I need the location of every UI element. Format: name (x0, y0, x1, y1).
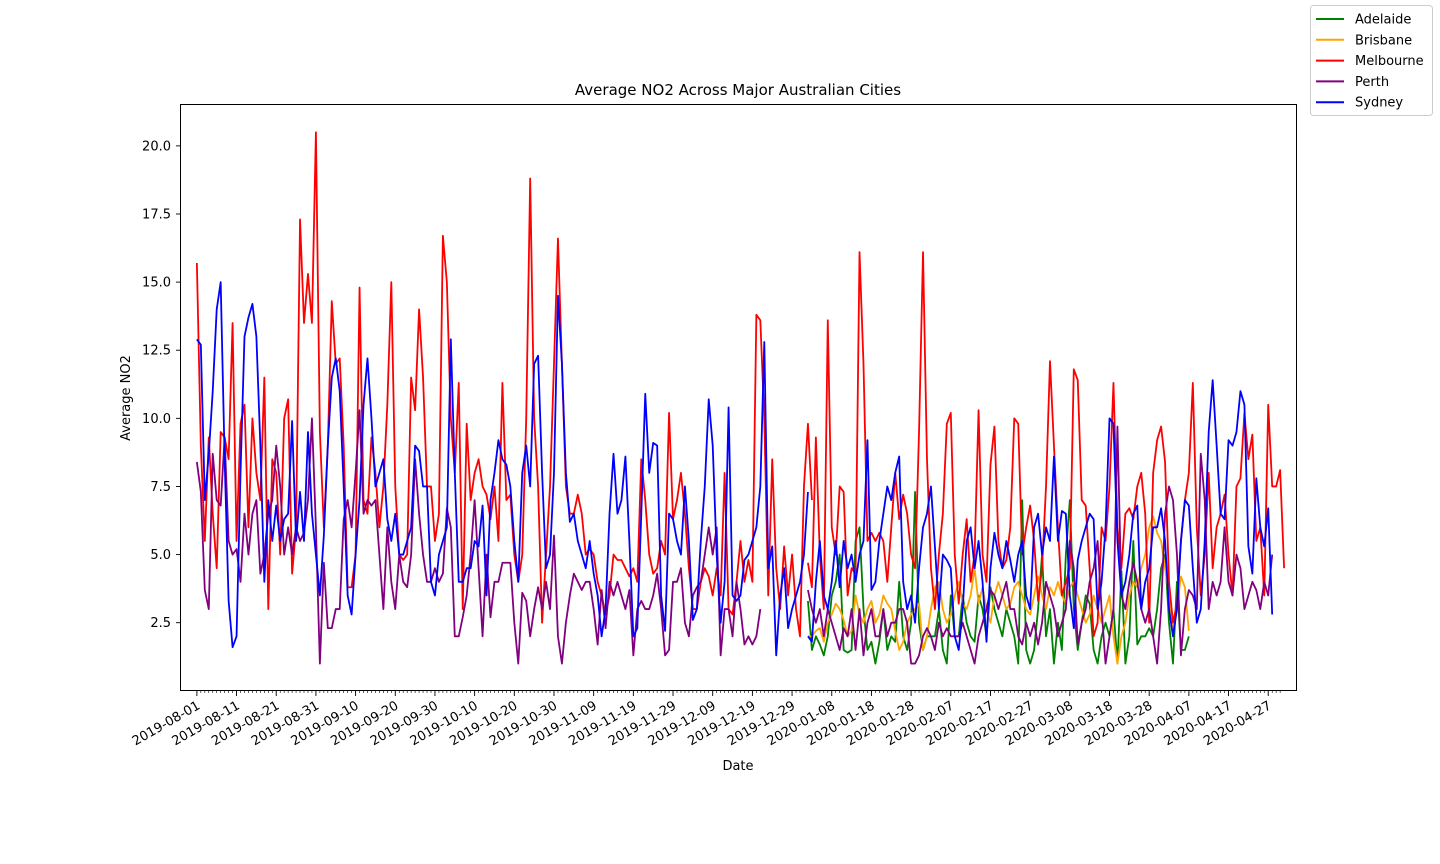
legend: Adelaide Brisbane Melbourne Perth Sydney (1310, 5, 1433, 116)
legend-item-sydney: Sydney (1316, 96, 1403, 111)
y-tick-label: 12.5 (142, 344, 171, 359)
y-tick-label: 17.5 (142, 207, 171, 222)
y-tick-label: 5.0 (150, 548, 171, 563)
legend-label: Sydney (1355, 96, 1403, 111)
legend-label: Brisbane (1355, 33, 1412, 48)
series-line-perth (195, 409, 762, 665)
y-tick-label: 20.0 (142, 139, 171, 154)
legend-label: Perth (1355, 75, 1389, 90)
series-line-adelaide (807, 491, 1190, 665)
series-line-sydney (196, 281, 809, 657)
legend-item-melbourne: Melbourne (1316, 54, 1424, 69)
legend-item-brisbane: Brisbane (1316, 33, 1412, 48)
legend-label: Adelaide (1355, 13, 1411, 28)
x-axis-label: Date (722, 759, 753, 774)
plot-area (195, 131, 1285, 665)
y-tick-label: 15.0 (142, 276, 171, 291)
chart-title: Average NO2 Across Major Australian Citi… (575, 81, 901, 99)
series-line-brisbane (807, 515, 1190, 665)
legend-box (1310, 5, 1433, 116)
series-brisbane (807, 515, 1190, 665)
series-line-melbourne (195, 131, 813, 638)
y-axis-label: Average NO2 (119, 355, 134, 441)
series-sydney (196, 281, 1274, 657)
y-tick-label: 2.5 (150, 616, 171, 631)
series-line-sydney (807, 379, 1274, 651)
plot-frame (180, 104, 1297, 691)
legend-label: Melbourne (1355, 54, 1424, 69)
legend-item-perth: Perth (1316, 75, 1389, 90)
series-adelaide (807, 491, 1190, 665)
y-tick-label: 10.0 (142, 412, 171, 427)
y-tick-label: 7.5 (150, 480, 171, 495)
legend-item-adelaide: Adelaide (1316, 13, 1411, 28)
